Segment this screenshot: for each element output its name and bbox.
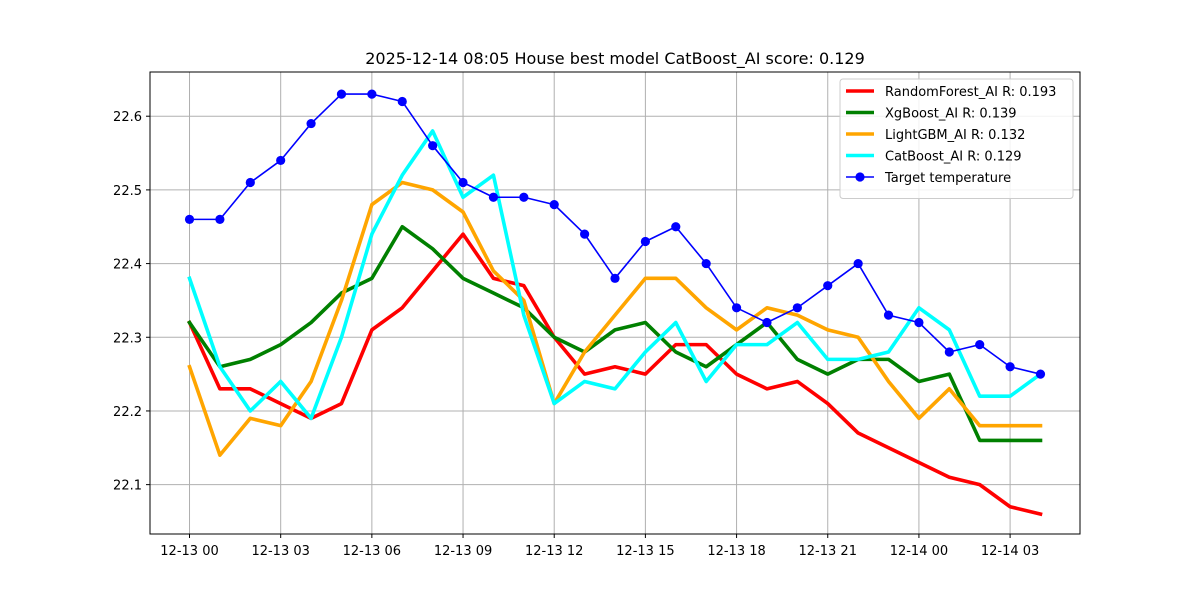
data-point-marker xyxy=(975,340,985,350)
legend: RandomForest_AI R: 0.193 XgBoost_AI R: 0.… xyxy=(839,78,1074,199)
data-point-marker xyxy=(580,229,590,239)
series-line xyxy=(187,180,1043,457)
x-tick-label: 12-13 18 xyxy=(707,544,765,559)
data-point-marker xyxy=(488,192,499,202)
data-point-marker xyxy=(306,118,316,129)
x-tick-label: 12-13 21 xyxy=(799,544,857,559)
data-point-marker xyxy=(762,317,772,328)
x-axis: 12-13 00 12-13 03 12-13 06 12-13 09 12-13 12… xyxy=(160,534,1039,559)
x-tick-label: 12-13 15 xyxy=(616,544,674,559)
x-tick-label: 12-14 00 xyxy=(890,544,948,559)
data-point-marker xyxy=(853,258,863,269)
x-tick-label: 12-13 12 xyxy=(525,544,583,559)
data-point-marker xyxy=(276,155,286,166)
legend-label: XgBoost_AI R: 0.139 xyxy=(885,107,1017,122)
data-point-marker xyxy=(1035,369,1046,379)
legend-label: Target temperature xyxy=(884,171,1011,186)
data-point-marker xyxy=(792,303,802,313)
data-point-marker xyxy=(428,141,438,151)
legend-box xyxy=(839,78,1074,199)
data-point-marker xyxy=(671,222,681,232)
y-tick-label: 22.3 xyxy=(113,331,142,346)
data-point-marker xyxy=(367,89,377,99)
data-point-marker xyxy=(640,236,650,247)
data-point-marker xyxy=(458,177,468,188)
y-axis: 22.1 22.2 22.3 22.4 22.5 22.6 xyxy=(113,110,150,494)
series-layer xyxy=(184,89,1046,517)
data-point-marker xyxy=(883,310,894,320)
legend-label: CatBoost_AI R: 0.129 xyxy=(885,150,1022,165)
data-point-marker xyxy=(245,177,255,188)
x-tick-label: 12-13 09 xyxy=(434,544,492,559)
legend-marker xyxy=(855,172,865,182)
data-point-marker xyxy=(184,214,195,224)
data-point-marker xyxy=(731,303,742,313)
series-line xyxy=(187,129,1044,421)
x-tick-label: 12-13 03 xyxy=(251,544,309,559)
data-point-marker xyxy=(336,89,347,99)
series-line xyxy=(187,224,1043,443)
x-tick-label: 12-14 03 xyxy=(981,544,1039,559)
data-point-marker xyxy=(215,214,225,224)
x-tick-label: 12-13 00 xyxy=(160,544,218,559)
data-point-marker xyxy=(549,200,559,210)
data-point-marker xyxy=(914,317,924,328)
data-point-marker xyxy=(701,258,711,269)
y-tick-label: 22.4 xyxy=(113,258,142,273)
x-tick-label: 12-13 06 xyxy=(343,544,401,559)
data-point-marker xyxy=(1005,362,1015,372)
y-tick-label: 22.1 xyxy=(113,479,142,494)
legend-label: LightGBM_AI R: 0.132 xyxy=(885,128,1025,143)
data-point-marker xyxy=(944,347,954,357)
data-point-marker xyxy=(397,96,407,107)
data-point-marker xyxy=(823,281,833,291)
legend-label: RandomForest_AI R: 0.193 xyxy=(885,85,1056,100)
data-point-marker xyxy=(610,273,620,283)
chart-title: 2025-12-14 08:05 House best model CatBoo… xyxy=(365,49,865,69)
y-tick-label: 22.2 xyxy=(113,405,142,420)
plot-area-frame xyxy=(149,71,1081,535)
y-tick-label: 22.6 xyxy=(113,110,142,125)
data-point-marker xyxy=(519,192,529,202)
series-line xyxy=(187,232,1043,517)
y-tick-label: 22.5 xyxy=(113,184,142,199)
